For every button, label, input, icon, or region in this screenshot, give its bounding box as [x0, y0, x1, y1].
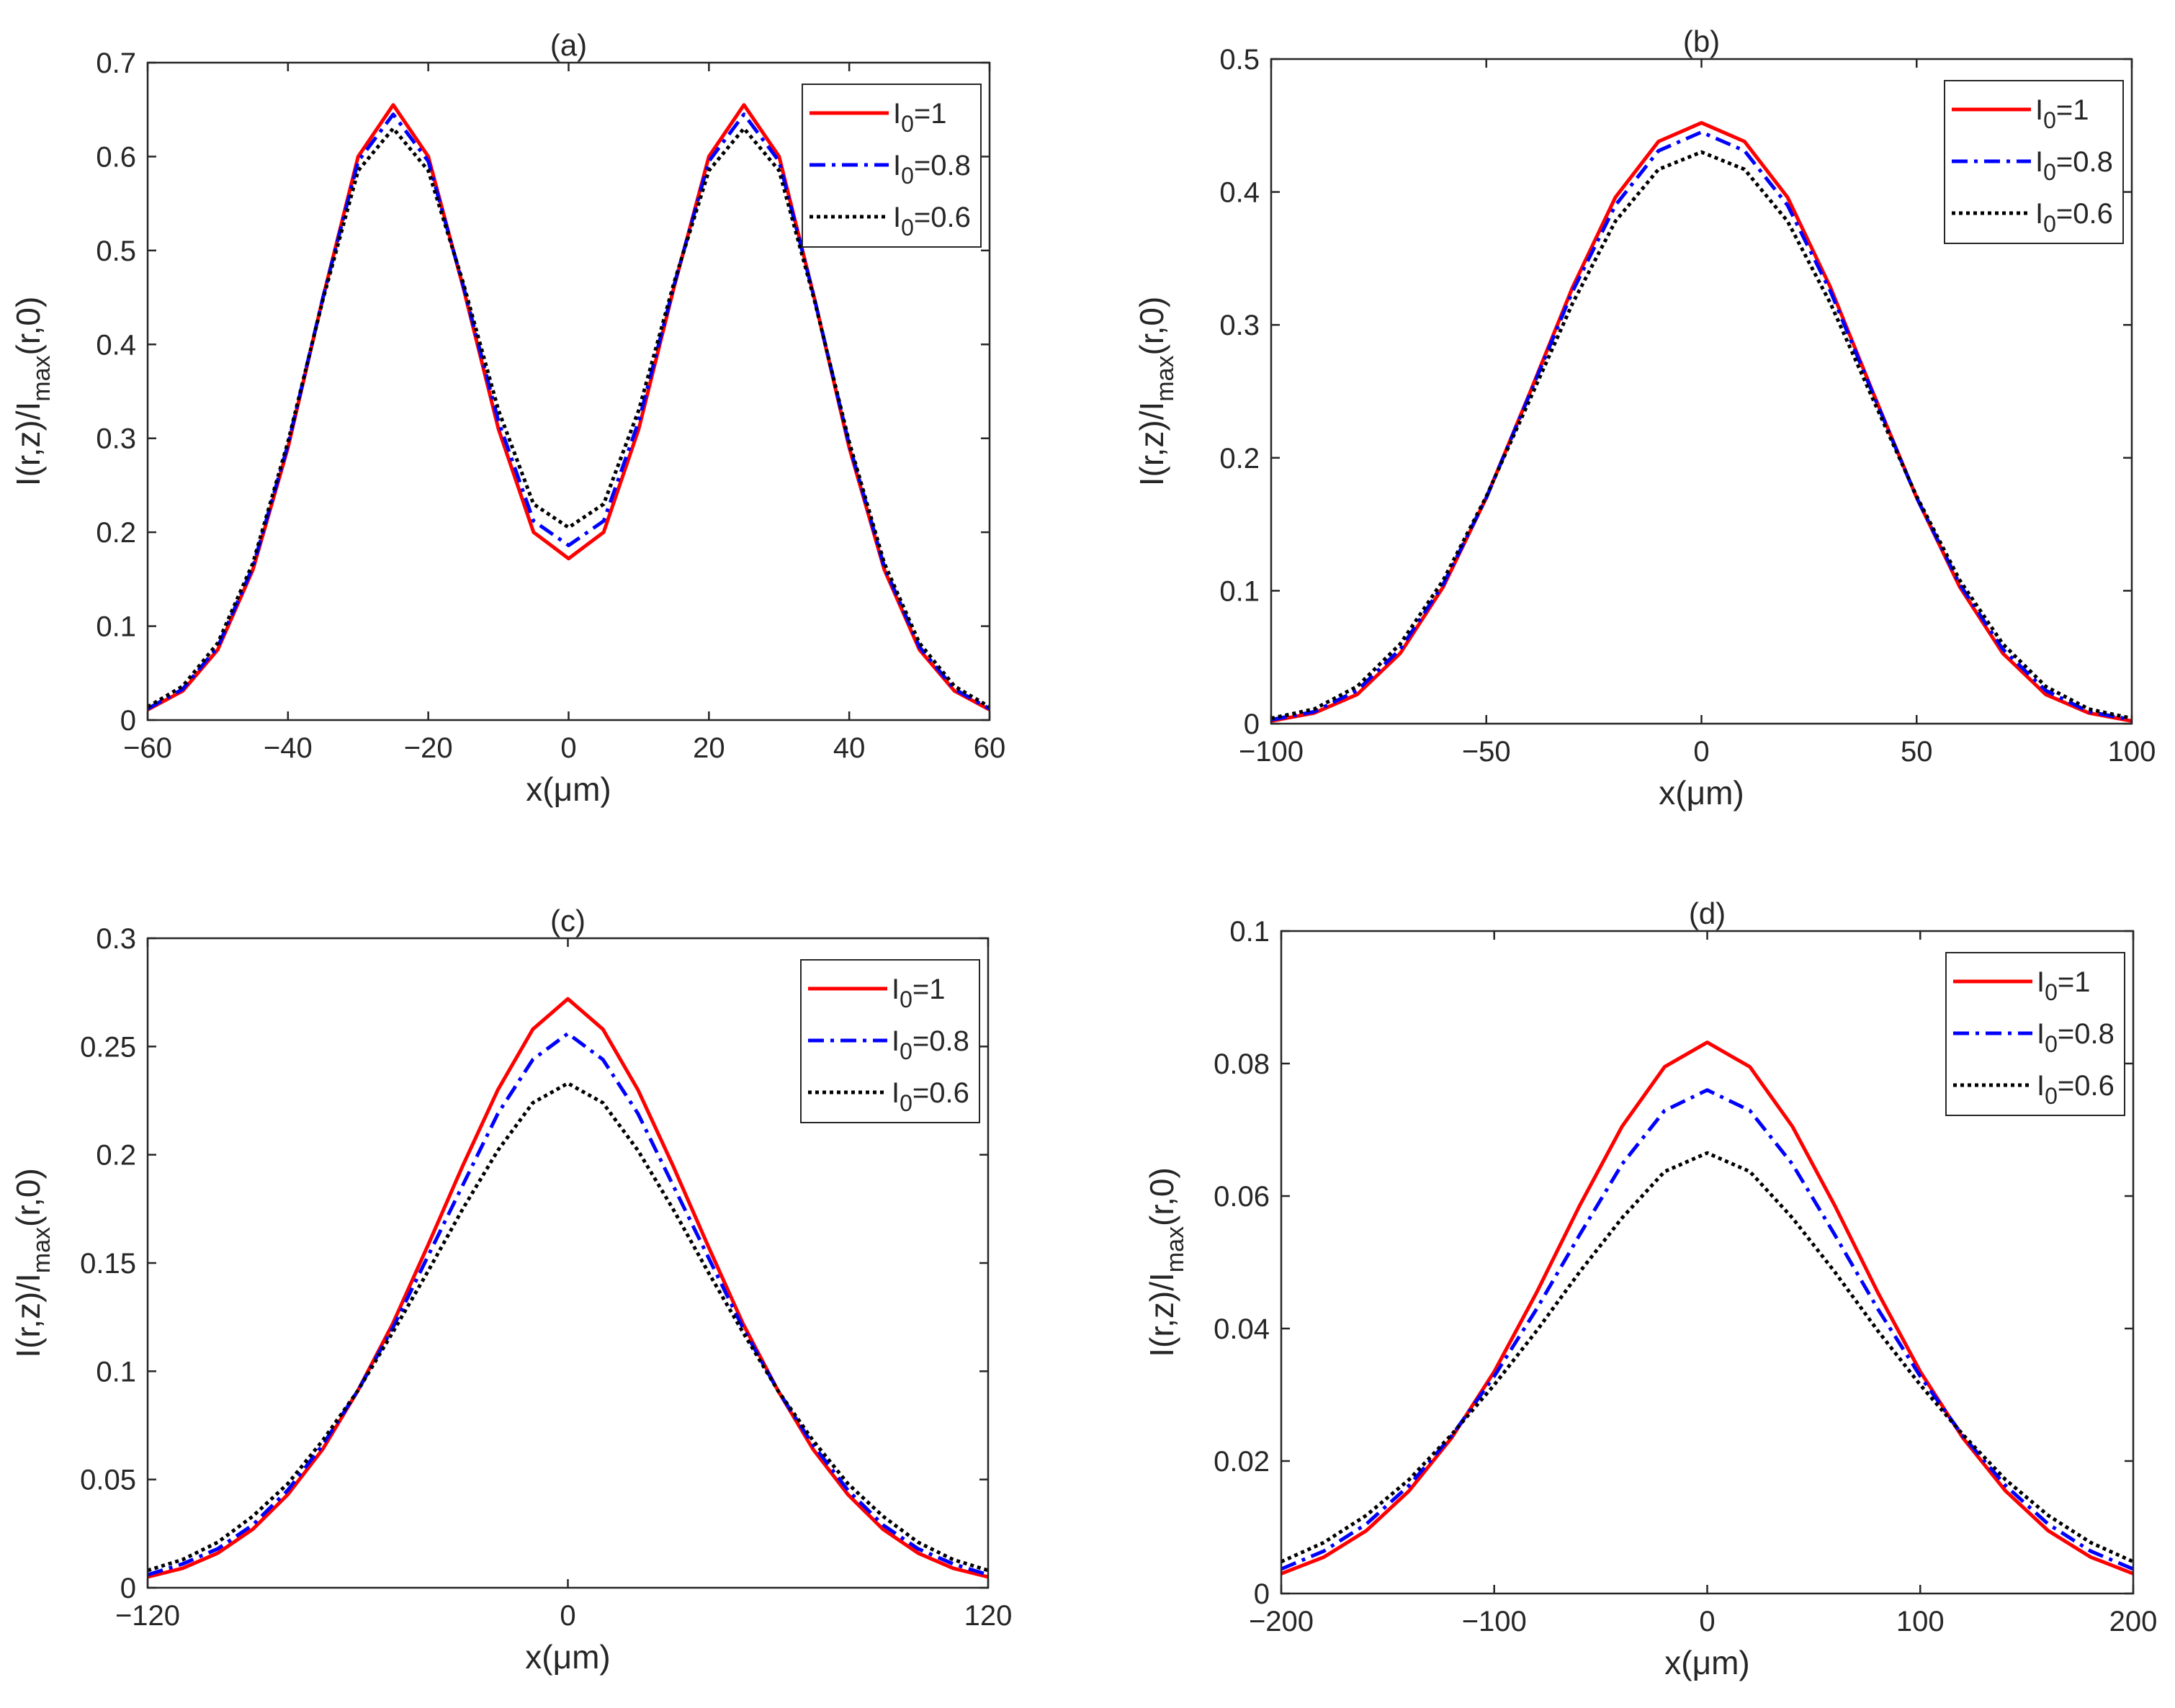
- y-tick-label: 0.06: [1214, 1181, 1270, 1213]
- x-tick-label: 40: [833, 732, 866, 764]
- y-tick-label: 0: [1254, 1578, 1270, 1610]
- legend-label: I0=0.6: [893, 202, 971, 241]
- y-tick-label: 0.3: [96, 923, 136, 955]
- y-tick-label: 0.1: [96, 611, 136, 643]
- x-tick-label: 60: [974, 732, 1006, 764]
- x-tick-label: 100: [2108, 736, 2156, 768]
- x-tick-label: 200: [2109, 1606, 2158, 1637]
- panel-title: (d): [1689, 896, 1726, 930]
- series-line-a-2: [146, 126, 991, 709]
- x-tick-label: 0: [560, 732, 576, 764]
- legend-label: I0=1: [892, 974, 946, 1012]
- series-line-b-0: [1270, 121, 2133, 723]
- y-axis-label: I(r,z)/Imax(r,0): [9, 1168, 55, 1358]
- legend-label: I0=0.6: [2037, 1070, 2115, 1109]
- x-tick-label: −60: [123, 732, 172, 764]
- x-tick-label: 50: [1901, 736, 1933, 768]
- series-line-d-2: [1280, 1151, 2135, 1564]
- x-tick-label: −40: [264, 732, 313, 764]
- series-line-c-1: [147, 1031, 989, 1577]
- x-axis-label: x(μm): [525, 1638, 610, 1676]
- y-tick-label: 0.3: [1219, 310, 1260, 341]
- panel-b: −100 −50 0 50 100 0 0.1 0.2 0.3 0.4 0.5 (b) x(μm) I(r…: [1133, 24, 2156, 812]
- x-tick-label: −120: [115, 1600, 180, 1632]
- y-axis-label: I(r,z)/Imax(r,0): [9, 297, 55, 487]
- series-line-d-1: [1281, 1088, 2134, 1571]
- y-tick-label: 0.4: [96, 329, 136, 361]
- x-tick-label: −200: [1249, 1606, 1314, 1637]
- x-tick-label: 100: [1896, 1606, 1945, 1637]
- y-tick-label: 0.25: [80, 1031, 136, 1063]
- y-tick-label: 0.05: [80, 1465, 136, 1496]
- y-tick-label: 0.04: [1214, 1313, 1270, 1345]
- y-tick-label: 0.7: [96, 48, 136, 79]
- legend-label: I0=0.6: [892, 1077, 969, 1116]
- x-tick-label: 0: [1699, 1606, 1715, 1637]
- legend-label: I0=1: [2037, 966, 2091, 1005]
- x-tick-label: 0: [560, 1600, 575, 1632]
- series-line-c-0: [147, 997, 989, 1579]
- x-tick-label: 120: [964, 1600, 1013, 1632]
- y-axis-label: I(r,z)/Imax(r,0): [1143, 1167, 1189, 1357]
- y-tick-label: 0: [120, 705, 136, 737]
- legend-label: I0=0.8: [893, 150, 971, 189]
- legend-label: I0=0.8: [2035, 146, 2113, 185]
- legend-label: I0=0.8: [2037, 1018, 2115, 1057]
- x-tick-label: 20: [693, 732, 725, 764]
- series-line-b-1: [1270, 130, 2133, 722]
- panel-a: −60 −40 −20 0 20 40 60 0 0.1 0.2 0.3 0.4 0.5 0.6 0.7 (a…: [9, 28, 1005, 808]
- y-tick-label: 0.08: [1214, 1048, 1270, 1080]
- y-axis-label: I(r,z)/Imax(r,0): [1133, 297, 1179, 487]
- y-tick-label: 0.5: [96, 235, 136, 267]
- y-tick-label: 0.2: [96, 517, 136, 549]
- panel-c: −120 0 12000.050.10.150.20.250.3(c)x(μm)I(…: [9, 904, 1012, 1676]
- y-tick-label: 0.1: [1229, 916, 1270, 948]
- x-tick-label: 0: [1693, 736, 1709, 768]
- y-tick-label: 0.1: [96, 1356, 136, 1388]
- y-tick-label: 0.15: [80, 1248, 136, 1280]
- legend-label: I0=1: [893, 98, 947, 137]
- panel-d: −200 −100 0 100 200 0 0.02 0.04 0.06 0.08 0.1 (d) x(…: [1143, 896, 2157, 1681]
- y-tick-label: 0.6: [96, 141, 136, 173]
- y-tick-label: 0: [120, 1573, 136, 1604]
- series-line-d-0: [1281, 1040, 2134, 1576]
- y-tick-label: 0.1: [1219, 575, 1260, 607]
- y-tick-label: 0: [1244, 709, 1260, 740]
- x-tick-label: −20: [404, 732, 453, 764]
- y-tick-label: 0.02: [1214, 1446, 1270, 1478]
- y-tick-label: 0.2: [96, 1140, 136, 1172]
- y-tick-label: 0.3: [96, 423, 136, 455]
- series-line-b-2: [1270, 150, 2133, 721]
- panel-title: (c): [550, 904, 586, 938]
- y-tick-label: 0.5: [1219, 44, 1260, 76]
- y-tick-label: 0.2: [1219, 443, 1260, 475]
- legend-label: I0=1: [2035, 94, 2089, 133]
- panel-title: (a): [550, 28, 587, 62]
- legend-label: I0=0.6: [2035, 198, 2113, 237]
- x-tick-label: −50: [1462, 736, 1511, 768]
- panel-title: (b): [1683, 24, 1720, 58]
- x-axis-label: x(μm): [1664, 1644, 1749, 1681]
- series-line-c-2: [147, 1081, 989, 1573]
- legend-label: I0=0.8: [892, 1025, 969, 1064]
- x-tick-label: −100: [1462, 1606, 1527, 1637]
- x-tick-label: −100: [1239, 736, 1304, 768]
- y-tick-label: 0.4: [1219, 177, 1260, 209]
- x-axis-label: x(μm): [1659, 774, 1744, 812]
- series-line-a-1: [146, 112, 991, 711]
- x-axis-label: x(μm): [526, 770, 611, 808]
